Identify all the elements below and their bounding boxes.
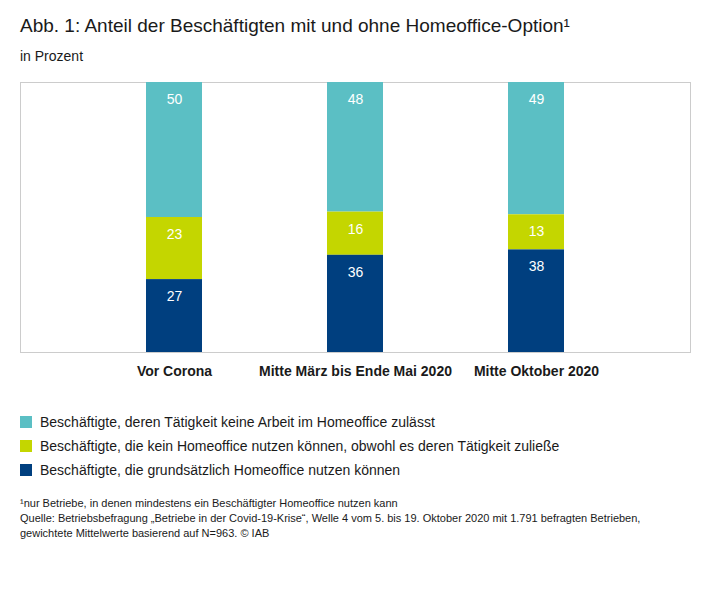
svg-text:23: 23 xyxy=(167,226,183,242)
html-text:¹nur Betriebe, in denen mindes: ¹nur Betriebe, in denen mindestens ein B… xyxy=(20,497,398,509)
svg-text:38: 38 xyxy=(529,258,545,274)
svg-text:36: 36 xyxy=(348,264,364,280)
html-text:Quelle: Betriebsbefragung „Bet: Quelle: Betriebsbefragung „Betriebe in d… xyxy=(20,512,641,539)
svg-text:13: 13 xyxy=(529,223,545,239)
svg-text:Mitte Oktober 2020: Mitte Oktober 2020 xyxy=(474,363,599,379)
html-text:Beschäftigte, die kein Homeoff: Beschäftigte, die kein Homeoffice nutzen… xyxy=(40,438,560,454)
svg-text:Vor Corona: Vor Corona xyxy=(137,363,212,379)
html-text:Abb. 1: Anteil der Beschäftigt: Abb. 1: Anteil der Beschäftigten mit und… xyxy=(20,15,570,36)
svg-text:16: 16 xyxy=(348,221,364,237)
html-text:in Prozent: in Prozent xyxy=(20,48,83,64)
svg-text:Mitte März bis Ende Mai 2020: Mitte März bis Ende Mai 2020 xyxy=(259,363,452,379)
svg-text:50: 50 xyxy=(167,91,183,107)
svg-text:48: 48 xyxy=(348,91,364,107)
svg-text:49: 49 xyxy=(529,91,545,107)
html-text:Beschäftigte, die grundsätzlic: Beschäftigte, die grundsätzlich Homeoffi… xyxy=(40,462,401,478)
html-text:Beschäftigte, deren Tätigkeit: Beschäftigte, deren Tätigkeit keine Arbe… xyxy=(40,414,435,430)
svg-text:27: 27 xyxy=(167,288,183,304)
